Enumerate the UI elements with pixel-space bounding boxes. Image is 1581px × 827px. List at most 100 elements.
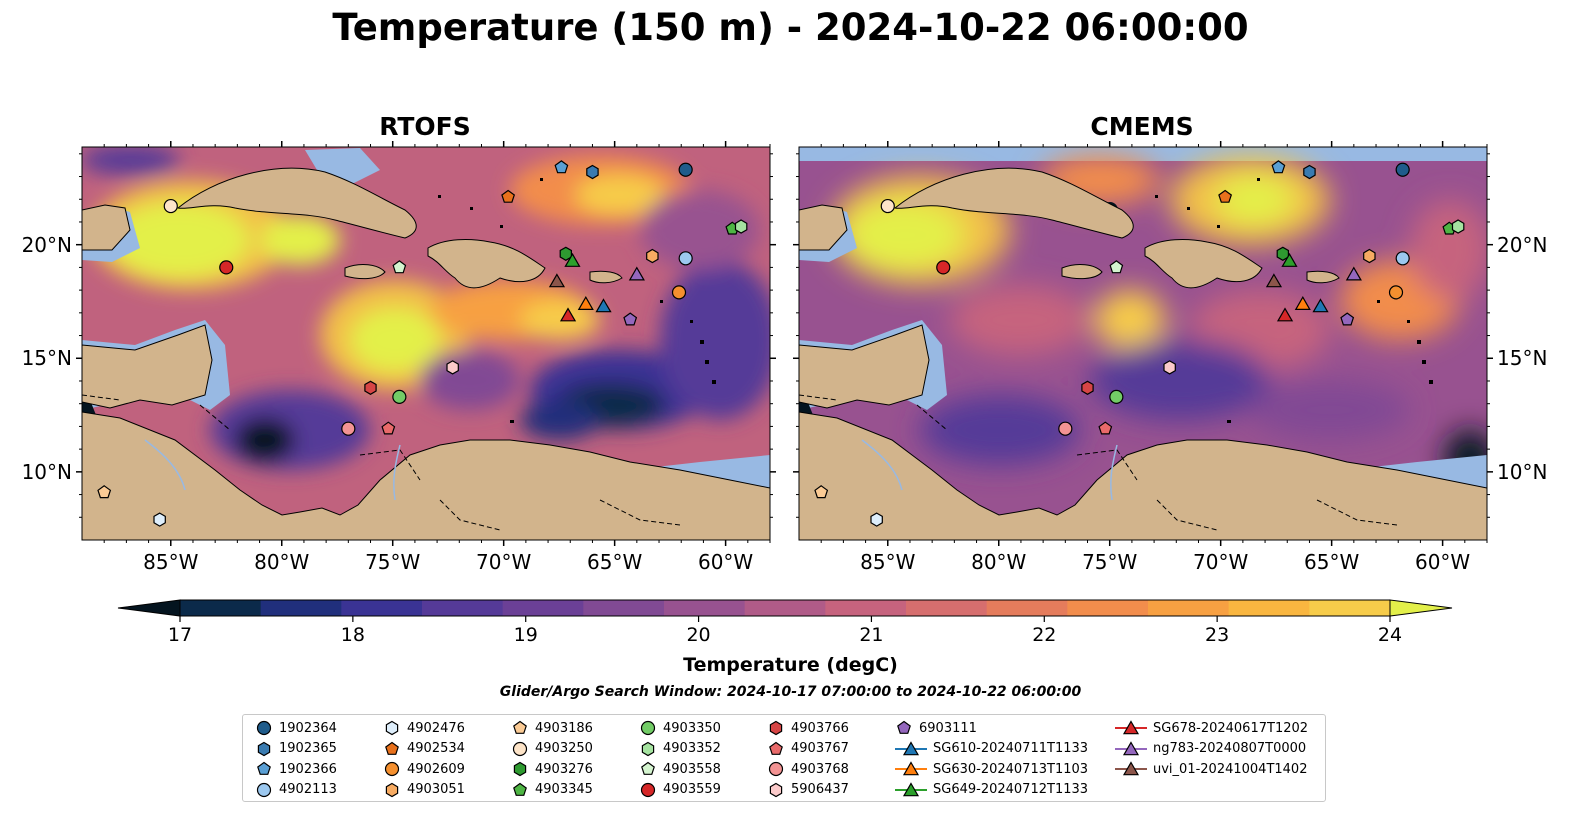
legend-label: uvi_01-20241004T1402	[1153, 761, 1308, 777]
circle-icon	[256, 720, 272, 736]
legend-item: SG630-20240713T1103	[895, 759, 1088, 779]
legend: 1902364 1902365 1902366 4902113 4902476 49025…	[242, 714, 1326, 802]
argo-float-marker	[936, 260, 951, 275]
legend-item: 4903276	[511, 759, 593, 779]
legend-marker	[769, 720, 783, 736]
legend-label: 1902366	[279, 761, 337, 777]
colorbar-segment	[1309, 600, 1391, 616]
legend-marker	[902, 761, 920, 776]
colorbar-segment	[583, 600, 665, 616]
pentagon-icon	[513, 782, 527, 796]
pentagon-icon	[641, 761, 655, 775]
argo-float-marker	[554, 160, 569, 174]
legend-label: 4903352	[663, 741, 721, 756]
triangle-icon	[1115, 761, 1147, 776]
argo-float-marker	[1271, 160, 1286, 174]
legend-marker	[1122, 740, 1140, 755]
colorbar-segment	[825, 600, 907, 616]
legend-label: SG630-20240713T1103	[933, 761, 1089, 777]
pentagon-icon	[385, 741, 399, 755]
colorbar-segment	[906, 600, 988, 616]
legend-marker	[897, 720, 911, 734]
legend-marker	[640, 782, 656, 797]
panel-title-cmems: CMEMS	[1090, 112, 1194, 141]
argo-float-marker	[559, 246, 572, 261]
legend-marker	[1122, 761, 1140, 776]
argo-float-marker	[586, 164, 599, 180]
glider-marker	[564, 252, 581, 267]
lat-tick-label: 10°N	[21, 459, 72, 484]
lat-tick-label: 15°N	[21, 346, 72, 371]
legend-label: 4903350	[663, 720, 721, 736]
legend-marker	[902, 781, 920, 796]
legend-label: 4903276	[535, 761, 593, 777]
argo-float-marker	[364, 380, 377, 395]
circle-icon	[640, 720, 656, 736]
glider-marker	[1276, 307, 1294, 322]
argo-float-marker	[1058, 421, 1073, 436]
argo-float-marker	[1395, 162, 1410, 177]
argo-float-marker	[341, 421, 356, 436]
legend-item: 4903051	[383, 780, 465, 800]
glider-marker	[577, 295, 594, 310]
observation-markers	[97, 160, 1465, 527]
legend-marker	[512, 741, 528, 756]
argo-float-marker	[381, 421, 396, 435]
legend-marker	[513, 761, 527, 777]
hexagon-icon	[769, 720, 783, 736]
lat-tick-label: 20°N	[21, 232, 72, 257]
colorbar-segment	[986, 600, 1068, 616]
legend-marker	[513, 720, 527, 734]
colorbar-segment	[180, 600, 262, 616]
legend-label: 4903250	[535, 741, 593, 756]
lat-tick-label: 20°N	[1497, 232, 1548, 257]
colorbar-segment	[1067, 600, 1149, 616]
legend-label: 4902113	[279, 782, 337, 797]
argo-float-marker	[646, 248, 659, 264]
colorbar-tick-label: 23	[1205, 624, 1230, 646]
legend-label: 4902609	[407, 761, 465, 777]
argo-float-marker	[623, 312, 638, 326]
legend-item: 4903250	[511, 739, 593, 759]
argo-float-marker	[446, 360, 459, 375]
lat-tick-label: 15°N	[1497, 346, 1548, 371]
legend-label: 4903767	[791, 741, 849, 756]
argo-float-marker	[1363, 248, 1376, 264]
circle-icon	[256, 782, 272, 797]
legend-item: 4903350	[639, 718, 721, 738]
legend-item: 4903767	[767, 739, 849, 759]
hexagon-icon	[641, 741, 655, 756]
colorbar-label: Temperature (degC)	[683, 654, 898, 676]
lon-tick-label: 65°W	[587, 550, 643, 574]
pentagon-icon	[513, 720, 527, 734]
colorbar-segment	[744, 600, 826, 616]
colorbar-segment	[422, 600, 504, 616]
legend-item: 4903186	[511, 718, 593, 738]
colorbar-tick-label: 17	[167, 624, 193, 646]
legend-item: 4902609	[383, 759, 465, 779]
argo-float-marker	[1163, 360, 1176, 375]
colorbar-tick-label: 19	[513, 624, 538, 646]
main-title: Temperature (150 m) - 2024-10-22 06:00:0…	[332, 6, 1249, 49]
pentagon-icon	[897, 720, 911, 734]
legend-item: 1902366	[255, 759, 337, 779]
triangle-icon	[1115, 740, 1147, 755]
legend-marker	[1122, 720, 1140, 735]
argo-float-marker	[678, 251, 693, 266]
legend-item: SG678-20240617T1202	[1115, 718, 1308, 738]
lon-tick-label: 65°W	[1304, 550, 1360, 574]
argo-float-marker	[153, 512, 166, 527]
legend-marker	[256, 782, 272, 797]
triangle-icon	[895, 761, 927, 776]
argo-float-marker	[1081, 380, 1094, 395]
lon-tick-label: 60°W	[1414, 550, 1471, 574]
glider-marker	[1345, 266, 1362, 281]
hexagon-icon	[513, 761, 527, 777]
map-panels	[76, 141, 1493, 546]
legend-item: 4902534	[383, 739, 465, 759]
legend-item: ng783-20240807T0000	[1115, 739, 1306, 759]
legend-marker	[385, 782, 399, 797]
legend-item: 4902476	[383, 718, 465, 738]
legend-label: 1902365	[279, 741, 337, 756]
triangle-icon	[1115, 720, 1147, 735]
